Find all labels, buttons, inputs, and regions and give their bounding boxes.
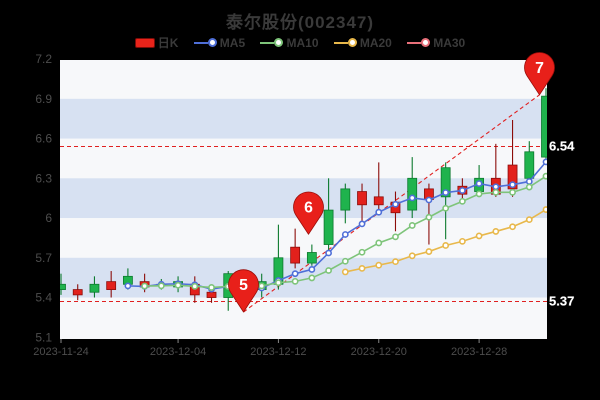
svg-text:2023-11-24: 2023-11-24 [33, 346, 88, 358]
svg-text:6.9: 6.9 [35, 92, 52, 106]
svg-text:2023-12-20: 2023-12-20 [351, 346, 407, 358]
svg-text:2023-12-12: 2023-12-12 [250, 346, 306, 358]
svg-text:6: 6 [304, 199, 313, 216]
svg-text:6.3: 6.3 [35, 171, 52, 185]
svg-text:6: 6 [45, 211, 52, 225]
svg-text:5.37: 5.37 [549, 294, 574, 309]
svg-text:5.1: 5.1 [35, 330, 52, 344]
svg-text:5.4: 5.4 [35, 291, 52, 305]
svg-text:5: 5 [239, 277, 248, 294]
svg-text:2023-12-04: 2023-12-04 [150, 346, 206, 358]
svg-text:6.6: 6.6 [35, 132, 52, 146]
svg-text:2023-12-28: 2023-12-28 [451, 346, 507, 358]
svg-text:7: 7 [535, 60, 544, 77]
svg-text:6.54: 6.54 [549, 139, 575, 154]
svg-text:7.2: 7.2 [35, 52, 52, 66]
svg-text:5.7: 5.7 [35, 251, 52, 265]
